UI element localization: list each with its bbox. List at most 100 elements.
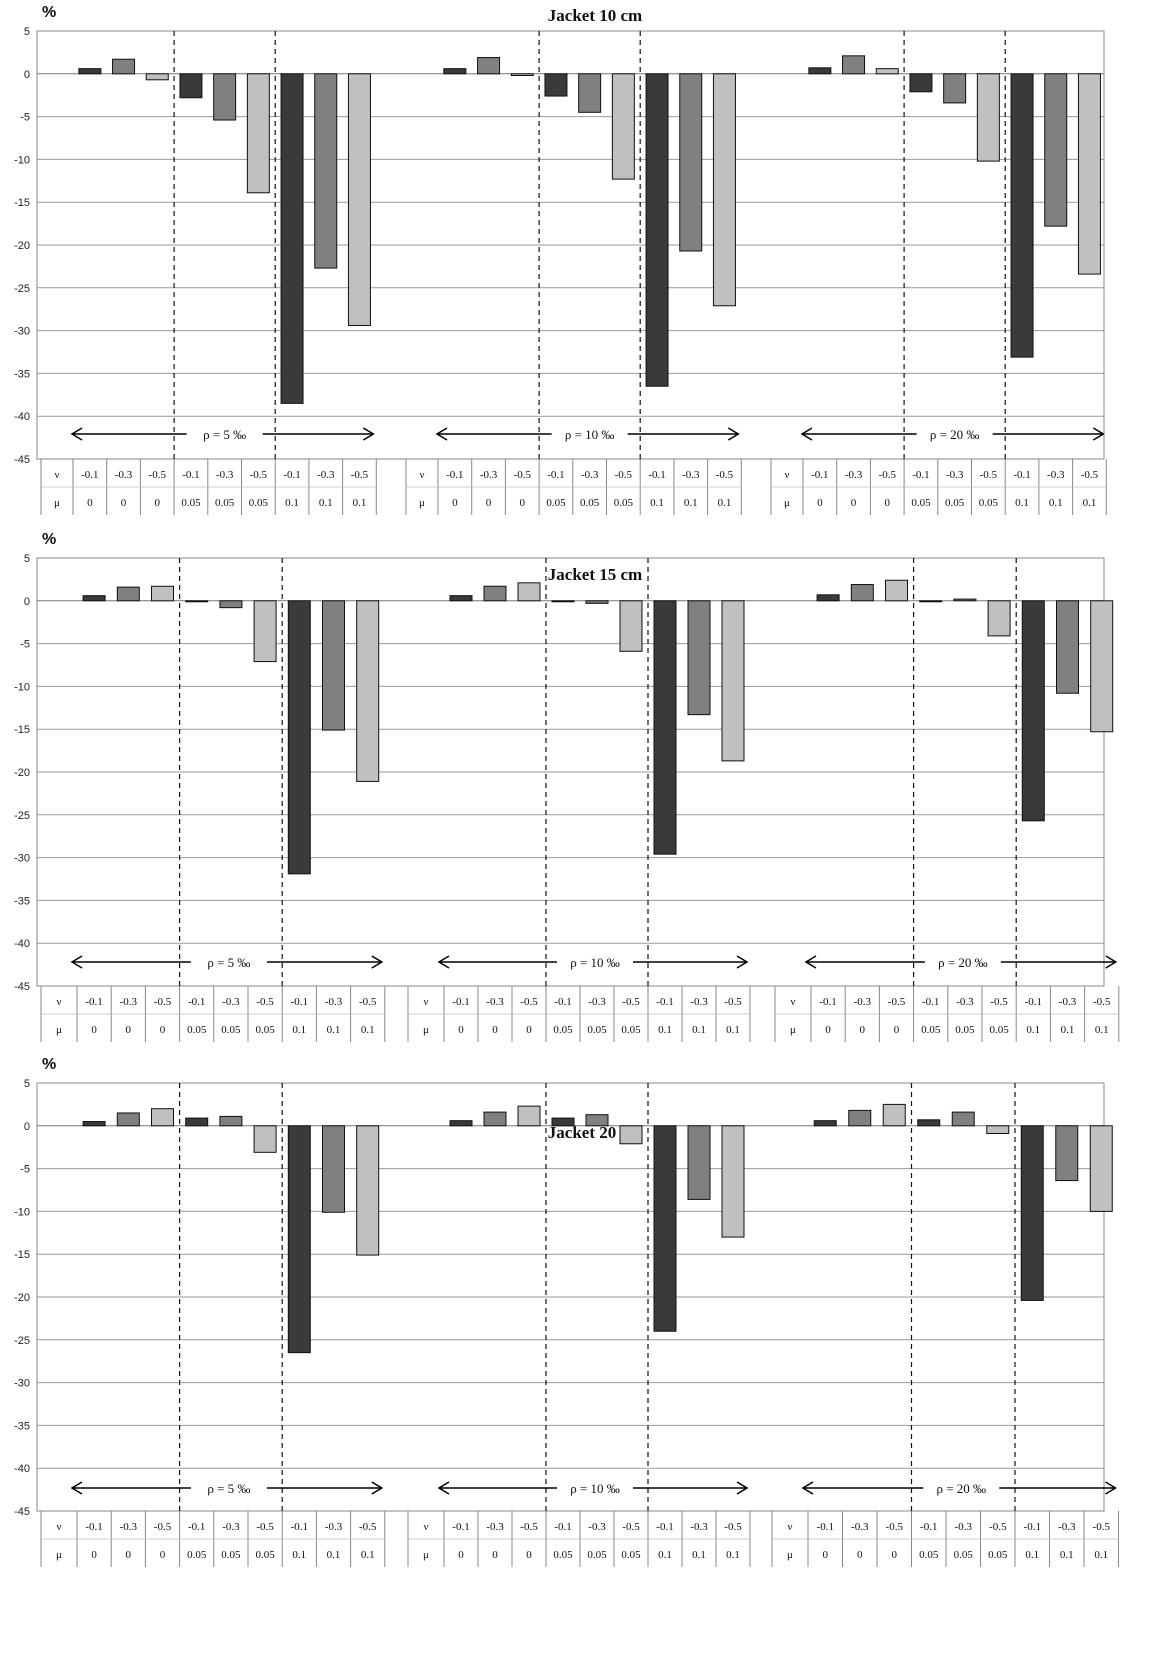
nu-cell: -0.5 [622, 996, 640, 1008]
mu-cell: 0 [526, 1549, 532, 1561]
row-label-mu: μ [56, 1024, 62, 1036]
nu-cell: -0.5 [520, 996, 538, 1008]
y-axis-label: % [42, 531, 56, 548]
mu-cell: 0.05 [553, 1024, 573, 1036]
mu-cell: 0.1 [650, 497, 664, 509]
y-tick-label: -5 [20, 112, 30, 124]
bar [1090, 600, 1114, 733]
nu-cell: -0.5 [256, 996, 274, 1008]
mu-cell: 0.1 [1026, 1024, 1040, 1036]
mu-cell: 0.05 [988, 1549, 1008, 1561]
mu-cell: 0.05 [255, 1549, 275, 1561]
mu-cell: 0.1 [292, 1024, 306, 1036]
chart-title: Jacket 20 cm [548, 1123, 642, 1142]
mu-cell: 0 [892, 1549, 898, 1561]
bar [585, 1114, 609, 1127]
bar [322, 600, 345, 731]
y-axis-label: % [42, 4, 56, 21]
bar [808, 67, 832, 75]
nu-cell: -0.3 [1047, 469, 1065, 481]
rho-label: ρ = 20 ‰ [938, 955, 988, 970]
mu-cell: 0 [126, 1549, 132, 1561]
nu-cell: -0.1 [291, 1521, 308, 1533]
bar [842, 55, 866, 75]
nu-cell: -0.1 [819, 996, 836, 1008]
mu-cell: 0.1 [285, 497, 299, 509]
mu-cell: 0 [885, 497, 891, 509]
bar [347, 73, 371, 326]
plot-area [36, 30, 1105, 460]
bar [449, 1120, 473, 1127]
rho-label: ρ = 20 ‰ [930, 427, 980, 442]
y-tick-label: -30 [14, 326, 30, 338]
bar [1020, 1125, 1044, 1301]
bar [280, 73, 304, 404]
row-label-nu: ν [55, 469, 60, 481]
nu-cell: -0.1 [283, 469, 300, 481]
row-label-nu: ν [424, 1521, 429, 1533]
bar [721, 600, 745, 762]
mu-cell: 0 [160, 1024, 166, 1036]
bar [951, 1111, 975, 1127]
y-tick-label: -20 [14, 240, 30, 252]
bar [645, 73, 669, 387]
row-label-mu: μ [787, 1549, 793, 1561]
mu-cell: 0 [160, 1549, 166, 1561]
bar [943, 73, 967, 104]
bar [882, 1103, 906, 1127]
bar [314, 73, 338, 269]
nu-cell: -0.5 [351, 469, 369, 481]
mu-cell: 0.1 [327, 1549, 341, 1561]
nu-cell: -0.1 [648, 469, 665, 481]
y-tick-label: 5 [24, 26, 30, 38]
bar [517, 582, 541, 602]
nu-cell: -0.1 [811, 469, 828, 481]
rho-label: ρ = 20 ‰ [936, 1481, 986, 1496]
nu-cell: -0.3 [946, 469, 964, 481]
bar [619, 1125, 643, 1145]
mu-cell: 0.05 [221, 1024, 241, 1036]
mu-cell: 0.1 [1095, 1024, 1109, 1036]
arrowhead-right-icon [371, 955, 384, 969]
y-tick-label: 5 [24, 1078, 30, 1090]
nu-cell: -0.5 [520, 1521, 538, 1533]
mu-cell: 0 [452, 497, 458, 509]
rho-label: ρ = 10 ‰ [570, 1481, 620, 1496]
y-tick-label: -20 [14, 1292, 30, 1304]
nu-cell: -0.1 [554, 1521, 571, 1533]
bar [287, 600, 311, 875]
bar [116, 586, 140, 602]
nu-cell: -0.1 [446, 469, 463, 481]
mu-cell: 0.05 [249, 497, 269, 509]
bar [653, 600, 677, 855]
y-tick-label: -45 [14, 454, 30, 466]
mu-cell: 0 [155, 497, 161, 509]
mu-cell: 0.1 [361, 1549, 375, 1561]
nu-cell: -0.1 [656, 996, 673, 1008]
mu-cell: 0.05 [911, 497, 931, 509]
row-label-mu: μ [54, 497, 60, 509]
arrowhead-right-icon [362, 427, 375, 441]
nu-cell: -0.5 [250, 469, 268, 481]
nu-cell: -0.3 [1059, 996, 1077, 1008]
nu-cell: -0.3 [690, 996, 708, 1008]
nu-cell: -0.5 [1093, 1521, 1111, 1533]
arrowhead-right-icon [1105, 1481, 1117, 1495]
nu-cell: -0.3 [956, 996, 974, 1008]
nu-cell: -0.1 [1013, 469, 1030, 481]
bar [151, 585, 174, 602]
row-label-mu: μ [56, 1549, 62, 1561]
plot-area [36, 1082, 1105, 1512]
bar [551, 1117, 575, 1127]
bar [185, 1117, 209, 1127]
nu-cell: -0.1 [547, 469, 564, 481]
arrowhead-right-icon [727, 427, 740, 441]
bar [483, 1111, 507, 1127]
mu-cell: 0.05 [580, 497, 600, 509]
mu-cell: 0 [817, 497, 823, 509]
mu-cell: 0 [851, 497, 857, 509]
mu-cell: 0.1 [726, 1549, 740, 1561]
mu-cell: 0.1 [1025, 1549, 1039, 1561]
arrowhead-left-icon [70, 427, 83, 441]
bar [1089, 1125, 1113, 1212]
